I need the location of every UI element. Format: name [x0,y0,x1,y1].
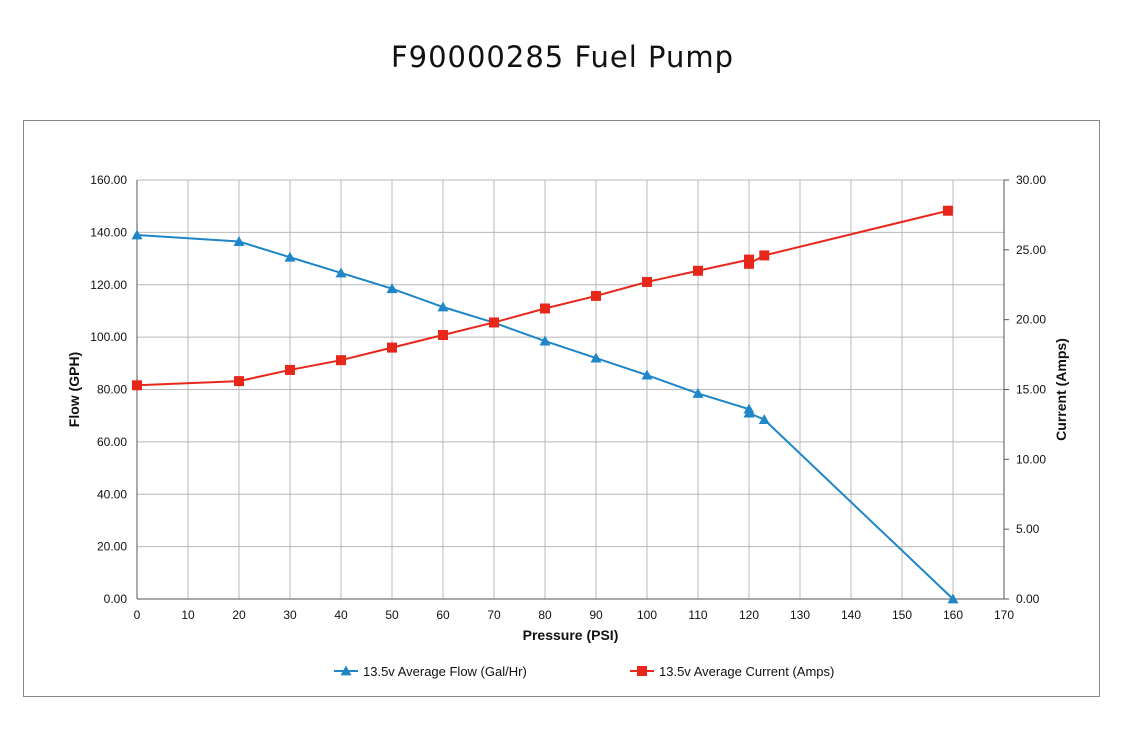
data-point [539,335,551,346]
data-point [132,380,142,391]
x-tick-label: 40 [334,608,348,622]
y-tick-label: 0.00 [104,592,128,606]
data-point [387,342,397,353]
series-layer [131,205,959,604]
y2-tick-label: 25.00 [1016,243,1046,257]
x-tick-label: 60 [436,608,450,622]
series-flow [131,229,959,604]
data-point [386,283,398,294]
x-tick-label: 20 [232,608,246,622]
y2-tick-label: 5.00 [1016,522,1040,536]
x-tick-label: 170 [994,608,1014,622]
data-point [437,301,449,312]
data-point [233,236,245,246]
series-line [136,209,949,387]
data-point [692,387,704,398]
data-point [942,205,953,216]
legend-item: 13.5v Average Flow (Gal/Hr) [334,664,527,679]
data-point [743,407,755,418]
y-tick-label: 120.00 [90,278,127,292]
legend-label: 13.5v Average Current (Amps) [659,664,834,679]
x-tick-label: 160 [943,608,963,622]
x-tick-label: 50 [385,608,399,622]
x-tick-label: 80 [538,608,552,622]
data-point [540,303,550,314]
y-tick-label: 160.00 [90,173,127,187]
legend: 13.5v Average Flow (Gal/Hr) 13.5v Average… [334,664,834,679]
y2-tick-label: 20.00 [1016,313,1046,327]
data-point [947,593,959,604]
x-tick-label: 140 [841,608,861,622]
y2-tick-label: 30.00 [1016,173,1046,187]
x-tick-label: 30 [283,608,297,622]
y-tick-label: 140.00 [90,225,127,239]
data-point [489,317,499,328]
chart-frame [23,120,1100,697]
x-tick-label: 90 [589,608,603,622]
x-tick-label: 0 [134,608,141,622]
y2-tick-label: 0.00 [1016,592,1040,606]
data-point [336,355,346,366]
x-tick-label: 70 [487,608,501,622]
data-point [335,267,347,278]
data-point [591,290,601,301]
legend-item: 13.5v Average Current (Amps) [630,664,834,679]
x-tick-label: 10 [181,608,195,622]
x-tick-label: 130 [790,608,810,622]
y-tick-label: 20.00 [97,540,127,554]
data-point [758,414,770,425]
data-point [693,265,703,276]
y-tick-label: 60.00 [97,435,127,449]
data-point [284,251,296,262]
data-point [744,258,754,269]
legend-label: 13.5v Average Flow (Gal/Hr) [363,664,527,679]
data-point [131,229,143,240]
data-point [590,352,602,363]
x-tick-label: 120 [739,608,759,622]
x-tick-label: 150 [892,608,912,622]
data-point [642,276,652,287]
legend-marker [637,666,647,676]
y2-tick-label: 10.00 [1016,452,1046,466]
x-tick-label: 100 [637,608,657,622]
y-tick-label: 80.00 [97,383,127,397]
legend-marker [340,665,352,676]
data-point [234,376,244,387]
tick-labels: 0 10 20 30 40 50 60 70 80 90 100 110 120 130 140 150 160… [90,173,1046,622]
data-point [759,250,770,261]
chart-grid [136,179,1009,600]
data-point [641,369,653,380]
x-tick-label: 110 [688,608,707,622]
y2-tick-label: 15.00 [1016,383,1046,397]
series-current [132,205,953,391]
data-point [438,330,448,341]
data-point [285,364,295,375]
y-tick-label: 100.00 [90,330,127,344]
y2-axis-title: Current (Amps) [1053,338,1069,441]
x-axis-title: Pressure (PSI) [523,627,619,643]
y-tick-label: 40.00 [97,487,127,501]
y-axis-title: Flow (GPH) [66,352,82,427]
page-title: F90000285 Fuel Pump [390,40,735,74]
